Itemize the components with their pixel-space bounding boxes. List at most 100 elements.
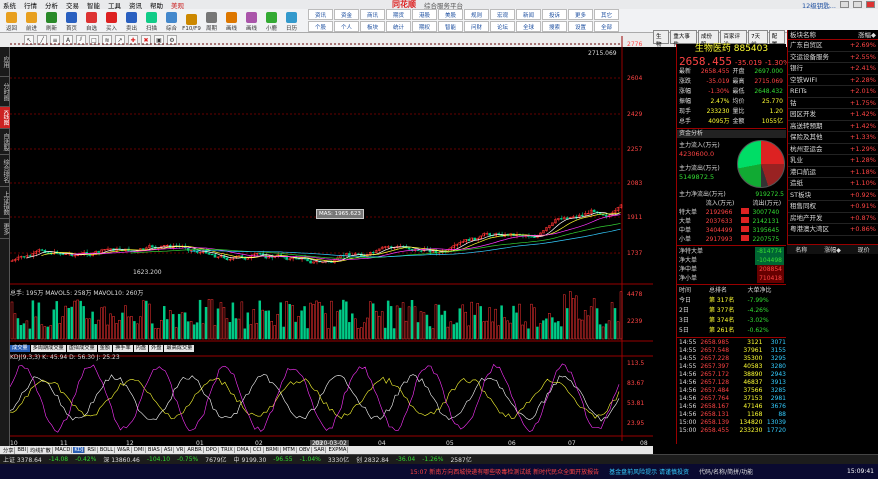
sector-row[interactable]: REITs +2.01% — [788, 86, 878, 98]
shortcut-button[interactable]: 全部 — [594, 21, 619, 32]
menu-trade[interactable]: 交易 — [66, 1, 79, 10]
indicator-tab[interactable]: TRIX — [220, 447, 235, 453]
indicator-tab[interactable]: MACD — [54, 447, 73, 453]
indicator-tab[interactable]: DMA — [236, 447, 251, 453]
shortcut-button[interactable]: 统计 — [386, 21, 411, 32]
shortcut-button[interactable]: 投诉 — [542, 9, 567, 20]
menu-analysis[interactable]: 分析 — [45, 1, 58, 10]
indicator-tab[interactable]: BRMI — [265, 447, 281, 453]
sort-price-button[interactable]: 现价 — [857, 247, 870, 254]
shortcut-button[interactable]: 港股 — [412, 9, 437, 20]
indicator-tab[interactable]: EXPMA — [328, 447, 349, 453]
mark-icon[interactable]: ✚ — [128, 35, 138, 45]
volume-subtab[interactable]: 成交量 — [10, 345, 30, 352]
indicator-tab[interactable]: DMI — [133, 447, 146, 453]
refresh-button[interactable]: 刷新 — [42, 10, 61, 32]
menu-help[interactable]: 帮助 — [150, 1, 163, 10]
sector-row[interactable]: ST板块 +0.92% — [788, 190, 878, 201]
shortcut-button[interactable]: 其它 — [594, 9, 619, 20]
login-link[interactable]: 12级钥匙... — [802, 1, 836, 10]
tab-sector[interactable]: 生物 — [653, 30, 670, 48]
sort-name-button[interactable]: 名称 — [795, 247, 808, 254]
tab-more[interactable]: 更多 — [0, 219, 10, 239]
shortcut-button[interactable]: 问财 — [464, 21, 489, 32]
shortcut-button[interactable]: 板块 — [360, 21, 385, 32]
volume-subtab[interactable]: 多周期成交量 — [30, 345, 66, 352]
indicator-tab[interactable]: 分享 — [3, 446, 16, 454]
indicator-tab[interactable]: ASI — [163, 447, 175, 453]
draw2-button[interactable]: 画线 — [242, 10, 261, 32]
indicator-tab[interactable]: BIAS — [147, 447, 162, 453]
shortcut-button[interactable]: 个人 — [334, 21, 359, 32]
tab-7days[interactable]: 7天前 — [748, 30, 768, 48]
indicator-tab[interactable]: VR — [176, 447, 186, 453]
tab-comments[interactable]: 百家评论 — [720, 30, 748, 48]
chart-svg[interactable] — [10, 36, 653, 445]
period-button[interactable]: 周期 — [202, 10, 221, 32]
indicator-tab[interactable]: KDJ — [73, 447, 86, 453]
kline-chart[interactable]: 2715.069 1623.200 MAS: 1965.623 总手: 195万… — [10, 36, 653, 447]
tab-apps[interactable]: 应用 — [0, 47, 10, 77]
indicator-tab[interactable]: ARBR — [187, 447, 204, 453]
menu-tools[interactable]: 工具 — [108, 1, 121, 10]
minimize-button[interactable] — [840, 1, 849, 8]
search-hint[interactable]: 代码/名称/简拼/功能 — [699, 469, 754, 476]
channel-icon[interactable]: ⫽ — [76, 35, 86, 45]
sector-row[interactable]: 园区开发 +1.42% — [788, 109, 878, 121]
shortcut-button[interactable]: 美股 — [438, 9, 463, 20]
close-button[interactable] — [866, 1, 875, 8]
shortcut-button[interactable]: 新闻 — [516, 9, 541, 20]
shortcut-button[interactable]: 期货 — [386, 9, 411, 20]
sort-pct-button[interactable]: 涨幅◆ — [824, 247, 841, 254]
back-button[interactable]: 返回 — [2, 10, 21, 32]
shortcut-button[interactable]: 智能 — [438, 21, 463, 32]
tab-config[interactable]: 配置 — [768, 30, 786, 48]
sector-row[interactable]: 租售同权 +0.91% — [788, 201, 878, 213]
tab-events[interactable]: 重大事件 — [670, 30, 697, 48]
tab-constituents[interactable]: 成份股 — [697, 30, 720, 48]
shortcut-button[interactable]: 宏观 — [490, 9, 515, 20]
indicator-tab[interactable]: DPO — [205, 447, 219, 453]
shortcut-button[interactable]: 个股 — [308, 21, 333, 32]
volume-subtab[interactable]: 虚拟成交量 — [66, 345, 97, 352]
sector-row[interactable]: 房地产开发 +0.87% — [788, 213, 878, 224]
sector-row[interactable]: 银行 +2.41% — [788, 63, 878, 75]
scan-button[interactable]: 扫描 — [142, 10, 161, 32]
sector-row[interactable]: 造纸 +1.10% — [788, 178, 878, 190]
indicator-tab[interactable]: CCI — [252, 447, 264, 453]
menu-theme[interactable]: 美观 — [171, 1, 184, 10]
volume-subtab[interactable]: 外盘 — [149, 345, 164, 352]
tab-kline[interactable]: K线图 — [0, 107, 10, 129]
indicator-tab[interactable]: BBI — [17, 447, 29, 453]
shortcut-button[interactable]: 搜索 — [542, 21, 567, 32]
indicator-tab[interactable]: RSI — [87, 447, 98, 453]
sector-row[interactable]: 交运设备服务 +2.55% — [788, 52, 878, 63]
sector-row[interactable]: 乳业 +1.28% — [788, 155, 878, 167]
sell-button[interactable]: 卖出 — [122, 10, 141, 32]
shortcut-button[interactable]: 全球 — [516, 21, 541, 32]
cursor-icon[interactable]: ↖ — [24, 35, 34, 45]
volume-subtab[interactable]: 内盘 — [133, 345, 149, 352]
indicator-tab[interactable]: W&R — [117, 447, 132, 453]
buy-button[interactable]: 买入 — [102, 10, 121, 32]
shortcut-button[interactable]: 更多 — [568, 9, 593, 20]
indicator-tab[interactable]: OBV — [298, 447, 312, 453]
calendar-button[interactable]: 日历 — [282, 10, 301, 32]
risk-hint[interactable]: 基金盘前风险提示 请谨慎投资 — [609, 469, 690, 476]
shortcut-button[interactable]: 设置 — [568, 21, 593, 32]
tab-ranking[interactable]: 综合排名 — [0, 155, 10, 187]
indicator-tab[interactable]: MTM — [282, 447, 297, 453]
home-button[interactable]: 首页 — [62, 10, 81, 32]
sector-row[interactable]: 广东自贸区 +2.69% — [788, 40, 878, 52]
tab-intraday[interactable]: 分时图 — [0, 77, 10, 107]
volume-subtab[interactable]: 金额 — [97, 345, 113, 352]
shortcut-button[interactable]: 资讯 — [308, 9, 333, 20]
sector-row[interactable]: 空铁WIFI +2.28% — [788, 75, 878, 86]
maximize-button[interactable] — [853, 1, 862, 8]
shortcut-button[interactable]: 商讯 — [360, 9, 385, 20]
menu-system[interactable]: 系统 — [3, 1, 16, 10]
indicator-tab[interactable]: SAR — [313, 447, 327, 453]
indicator-tab[interactable]: BOLL — [99, 447, 116, 453]
deer-button[interactable]: 小鹿 — [262, 10, 281, 32]
watchlist-button[interactable]: 自选 — [82, 10, 101, 32]
